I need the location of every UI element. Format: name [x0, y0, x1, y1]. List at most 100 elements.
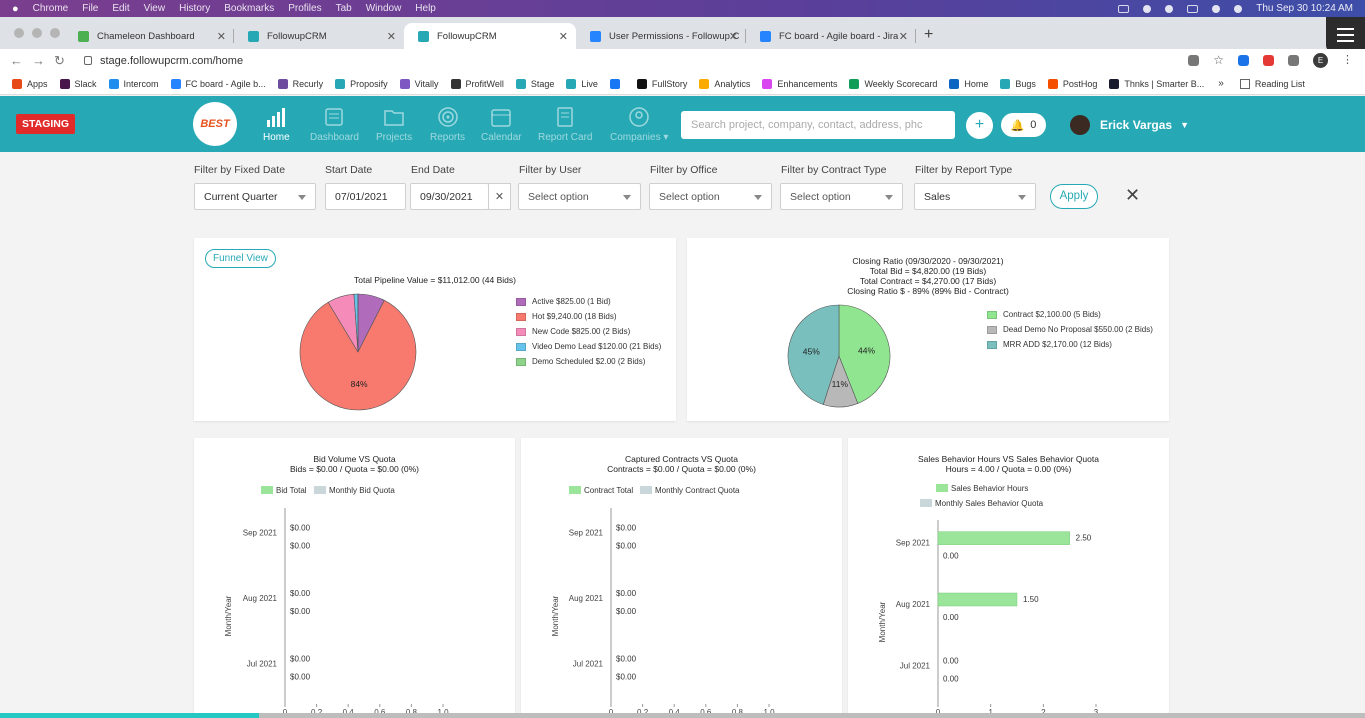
cloud-icon[interactable] [1143, 4, 1152, 13]
global-search-input[interactable]: Search project, company, contact, addres… [681, 111, 955, 139]
bookmark-item[interactable]: Recurly [277, 78, 323, 89]
profile-avatar[interactable]: E [1313, 53, 1328, 68]
bookmark-item[interactable]: Slack [59, 78, 97, 89]
legend-item[interactable]: Hot $9,240.00 (18 Bids) [516, 309, 661, 324]
close-tab-icon[interactable]: ✕ [898, 30, 908, 43]
browser-tab[interactable]: User Permissions - Followup C ✕ [576, 23, 746, 49]
legend-item[interactable]: Active $825.00 (1 Bid) [516, 294, 661, 309]
nav-calendar[interactable]: Calendar [481, 106, 522, 143]
zoom-window-button[interactable] [50, 28, 60, 38]
apply-button[interactable]: Apply [1050, 184, 1098, 209]
nav-dashboard[interactable]: Dashboard [310, 106, 359, 143]
contract-type-select[interactable]: Select option [780, 183, 903, 210]
microphone-icon[interactable] [1188, 55, 1200, 66]
bookmark-item[interactable] [609, 78, 625, 89]
bar[interactable] [937, 531, 1070, 545]
legend-item[interactable]: Contract $2,100.00 (5 Bids) [987, 307, 1153, 322]
url-field[interactable]: stage.followupcrm.com/home [74, 51, 1244, 71]
end-date-input[interactable]: 09/30/2021 [410, 183, 489, 210]
hamburger-menu-icon[interactable] [1326, 17, 1365, 53]
legend-item[interactable]: MRR ADD $2,170.00 (12 Bids) [987, 337, 1153, 352]
legend-item[interactable]: Dead Demo No Proposal $550.00 (2 Bids) [987, 322, 1153, 337]
browser-tab[interactable]: Chameleon Dashboard ✕ [64, 23, 234, 49]
close-tab-icon[interactable]: ✕ [386, 30, 396, 43]
bookmark-item[interactable]: Enhancements [762, 78, 837, 89]
close-tab-icon[interactable]: ✕ [728, 30, 738, 43]
close-tab-icon[interactable]: ✕ [558, 30, 568, 43]
menu-history[interactable]: History [179, 3, 211, 14]
reload-icon[interactable]: ↻ [54, 53, 65, 68]
bar[interactable] [937, 592, 1018, 607]
wifi-icon[interactable] [1212, 4, 1221, 13]
browser-tab[interactable]: FC board - Agile board - Jira ✕ [746, 23, 916, 49]
funnel-view-button[interactable]: Funnel View [205, 249, 276, 268]
bookmark-item[interactable]: PostHog [1047, 78, 1097, 89]
video-progress-bar[interactable] [0, 713, 1365, 718]
close-filters-icon[interactable]: ✕ [1125, 185, 1141, 205]
apple-icon[interactable]: ● [12, 2, 19, 15]
clear-date-button[interactable]: ✕ [488, 183, 511, 210]
nav-report-card[interactable]: Report Card [538, 106, 592, 143]
menu-tab[interactable]: Tab [335, 3, 352, 14]
bookmark-item[interactable]: Live [566, 78, 598, 89]
notifications-button[interactable]: 🔔 0 [1001, 113, 1046, 137]
close-window-button[interactable] [14, 28, 24, 38]
bookmark-item[interactable]: Vitally [399, 78, 439, 89]
legend-item[interactable]: New Code $825.00 (2 Bids) [516, 324, 661, 339]
menu-file[interactable]: File [82, 3, 99, 14]
bookmark-item[interactable]: Stage [515, 78, 554, 89]
kebab-menu-icon[interactable]: ⋮ [1342, 54, 1353, 66]
extension-icon[interactable] [1263, 55, 1274, 66]
battery-icon[interactable] [1187, 4, 1199, 13]
nav-companies[interactable]: Companies ▾ [610, 106, 668, 143]
menu-window[interactable]: Window [365, 3, 402, 14]
bookmark-item[interactable]: Intercom [108, 78, 159, 89]
star-icon[interactable]: ☆ [1213, 53, 1224, 67]
bookmark-item[interactable]: Weekly Scorecard [849, 78, 937, 89]
pie-slice[interactable] [787, 304, 840, 405]
menu-help[interactable]: Help [415, 3, 436, 14]
legend-item[interactable]: Video Demo Lead $120.00 (21 Bids) [516, 339, 661, 354]
nav-home[interactable]: Home [263, 106, 290, 143]
nav-reports[interactable]: Reports [430, 106, 465, 143]
bookmarks-overflow-button[interactable]: » [1218, 78, 1224, 89]
puzzle-icon[interactable] [1288, 55, 1299, 66]
add-button[interactable]: + [966, 112, 993, 139]
report-type-select[interactable]: Sales [914, 183, 1036, 210]
bookmark-item[interactable]: Apps [12, 78, 48, 89]
spotlight-icon[interactable] [1234, 4, 1243, 13]
status-icon[interactable] [1165, 4, 1174, 13]
reading-list-button[interactable]: Reading List [1239, 78, 1305, 89]
menu-profiles[interactable]: Profiles [288, 3, 322, 14]
user-filter-select[interactable]: Select option [518, 183, 641, 210]
pie-slice[interactable] [299, 299, 417, 411]
fixed-date-select[interactable]: Current Quarter [194, 183, 316, 210]
bookmark-item[interactable]: ProfitWell [450, 78, 504, 89]
bookmark-item[interactable]: FC board - Agile b... [170, 78, 266, 89]
forward-arrow-icon[interactable]: → [32, 53, 45, 68]
company-logo[interactable]: BEST [193, 102, 237, 146]
back-arrow-icon[interactable]: ← [10, 53, 23, 68]
extension-icon[interactable] [1238, 55, 1249, 66]
new-tab-button[interactable]: + [924, 26, 934, 43]
bookmark-item[interactable]: Thnks | Smarter B... [1109, 78, 1204, 89]
bookmark-item[interactable]: Analytics [699, 78, 750, 89]
screen-icon[interactable] [1118, 4, 1130, 13]
menu-view[interactable]: View [143, 3, 166, 14]
minimize-window-button[interactable] [32, 28, 42, 38]
bookmark-item[interactable]: Proposify [335, 78, 388, 89]
browser-tab-active[interactable]: FollowupCRM ✕ [404, 23, 576, 49]
menu-chrome[interactable]: Chrome [32, 3, 69, 14]
menu-bookmarks[interactable]: Bookmarks [224, 3, 275, 14]
user-menu[interactable]: Erick Vargas ▼ [1070, 115, 1189, 135]
office-filter-select[interactable]: Select option [649, 183, 772, 210]
legend-item[interactable]: Demo Scheduled $2.00 (2 Bids) [516, 354, 661, 369]
pie-slice[interactable] [838, 304, 891, 404]
start-date-input[interactable]: 07/01/2021 [325, 183, 406, 210]
bookmark-item[interactable]: Home [949, 78, 988, 89]
close-tab-icon[interactable]: ✕ [216, 30, 226, 43]
browser-tab[interactable]: FollowupCRM ✕ [234, 23, 404, 49]
bookmark-item[interactable]: Bugs [1000, 78, 1036, 89]
bookmark-item[interactable]: FullStory [636, 78, 687, 89]
menu-edit[interactable]: Edit [112, 3, 130, 14]
